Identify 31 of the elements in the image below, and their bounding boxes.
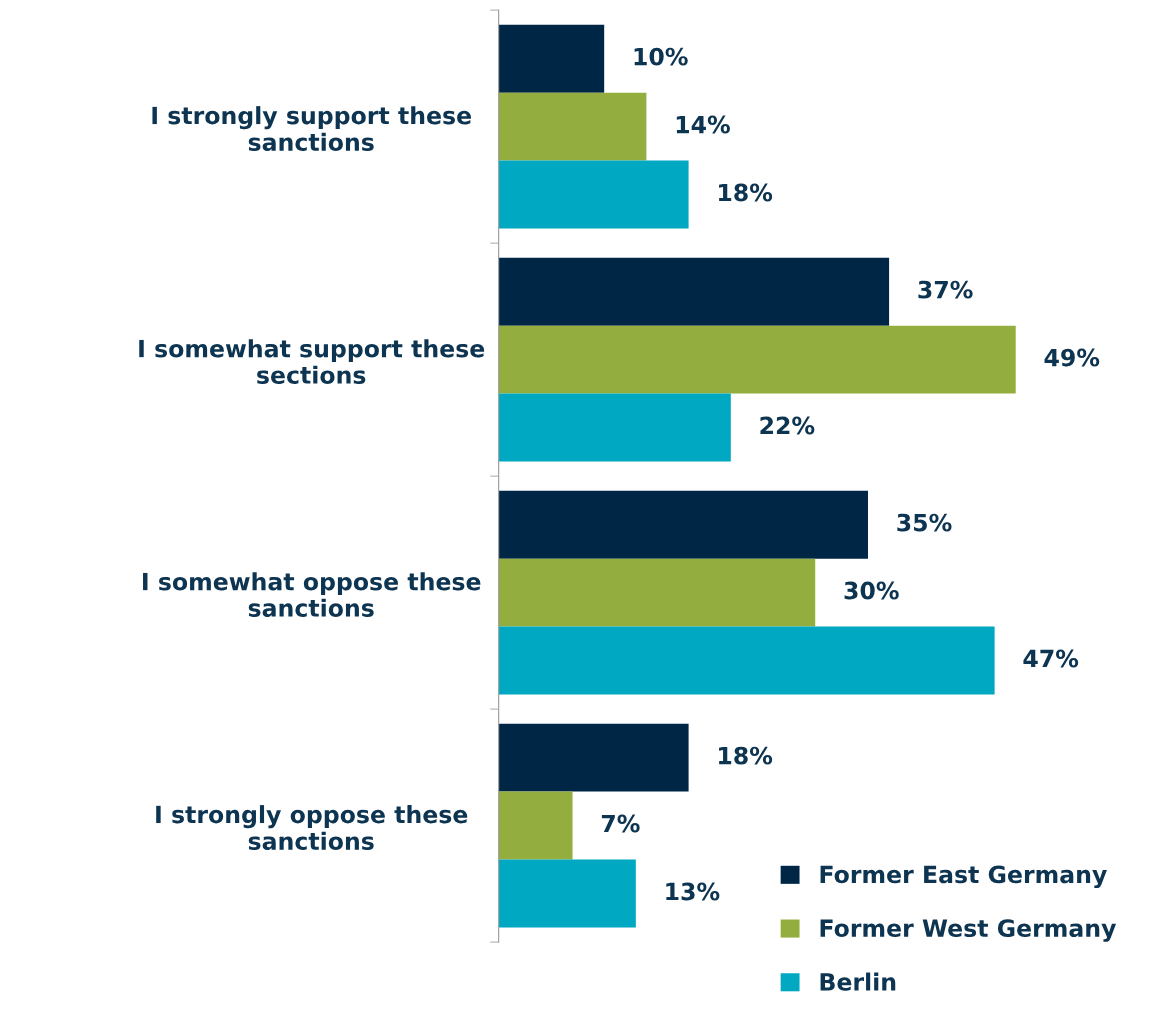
bar <box>498 257 890 326</box>
legend-label: Former East Germany <box>820 865 1107 889</box>
y-tick-label: I somewhat oppose these sanctions <box>143 572 481 617</box>
data-label: 49% <box>1044 348 1100 367</box>
bar <box>498 626 995 695</box>
y-tick-label: I strongly support these sanctions <box>152 106 471 152</box>
data-label: 18% <box>719 183 773 202</box>
data-label: 7% <box>601 814 640 833</box>
data-label: 35% <box>897 513 952 532</box>
legend-label: Former West Germany <box>820 919 1117 942</box>
data-label: 14% <box>676 115 730 134</box>
bar <box>498 24 605 93</box>
y-tick-label: I strongly oppose these sanctions <box>156 805 468 851</box>
data-label: 37% <box>918 280 973 299</box>
legend-label: Berlin <box>820 972 896 991</box>
bar <box>498 558 816 627</box>
bar <box>498 92 647 161</box>
bar <box>498 791 573 860</box>
bar <box>498 490 868 559</box>
bar <box>498 859 636 928</box>
y-tick-label: I somewhat support these sections <box>139 339 485 384</box>
data-label: 30% <box>844 581 899 600</box>
bar <box>498 160 689 229</box>
data-label: 10% <box>634 47 688 66</box>
bar <box>498 325 1016 394</box>
bar <box>498 393 731 462</box>
data-label: 22% <box>760 416 815 435</box>
data-label: 47% <box>1023 649 1079 668</box>
data-label: 18% <box>719 746 773 765</box>
bar <box>498 723 689 792</box>
data-label: 13% <box>666 882 720 901</box>
